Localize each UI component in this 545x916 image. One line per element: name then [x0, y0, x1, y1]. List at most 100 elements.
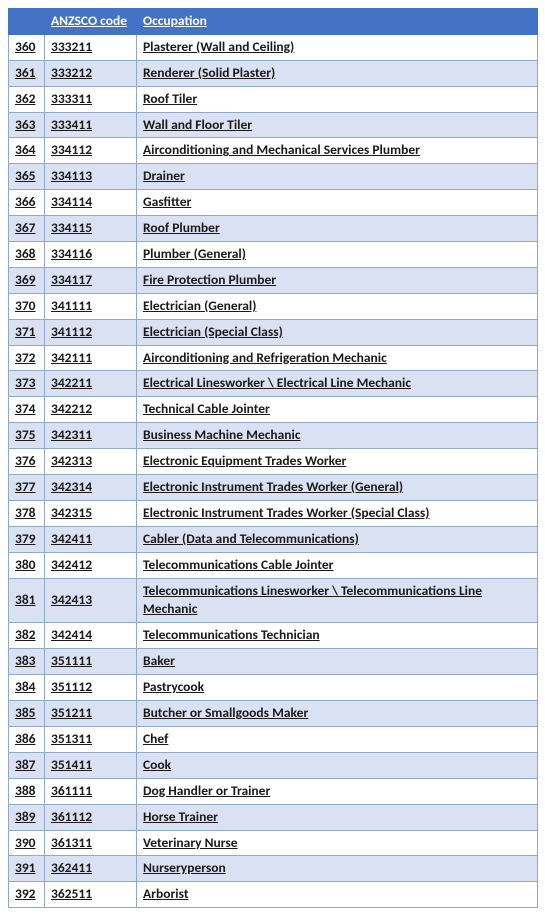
table-row: 360333211Plasterer (Wall and Ceiling): [9, 34, 538, 60]
row-code-text: 334117: [51, 271, 92, 288]
table-row: 383351111Baker: [9, 649, 538, 675]
row-occupation-text: Telecommunications Cable Jointer: [143, 556, 333, 573]
table-row: 363333411Wall and Floor Tiler: [9, 112, 538, 138]
row-occupation-text: Veterinary Nurse: [143, 834, 238, 851]
row-occupation: Wall and Floor Tiler: [137, 112, 538, 138]
row-occupation: Nurseryperson: [137, 856, 538, 882]
row-occupation: Fire Protection Plumber: [137, 267, 538, 293]
row-index: 382: [9, 623, 45, 649]
row-occupation: Horse Trainer: [137, 804, 538, 830]
row-occupation-text: Nurseryperson: [143, 859, 226, 876]
row-code-text: 351211: [51, 704, 92, 721]
row-index-text: 366: [15, 193, 36, 210]
row-occupation: Arborist: [137, 882, 538, 908]
row-occupation: Telecommunications Technician: [137, 623, 538, 649]
row-code-text: 342411: [51, 530, 92, 547]
row-code: 351311: [45, 726, 137, 752]
row-code-text: 361112: [51, 808, 92, 825]
table-row: 385351211Butcher or Smallgoods Maker: [9, 701, 538, 727]
row-occupation: Roof Tiler: [137, 86, 538, 112]
row-occupation-text: Electronic Instrument Trades Worker (Spe…: [143, 504, 430, 521]
row-code-text: 351411: [51, 756, 92, 773]
row-index: 370: [9, 293, 45, 319]
table-row: 387351411Cook: [9, 752, 538, 778]
row-code: 361111: [45, 778, 137, 804]
row-occupation: Electronic Equipment Trades Worker: [137, 449, 538, 475]
row-code-text: 342315: [51, 504, 92, 521]
table-row: 361333212Renderer (Solid Plaster): [9, 60, 538, 86]
row-code: 361112: [45, 804, 137, 830]
row-occupation: Renderer (Solid Plaster): [137, 60, 538, 86]
row-index: 366: [9, 190, 45, 216]
row-index-text: 371: [15, 323, 36, 340]
row-code: 342411: [45, 526, 137, 552]
row-index-text: 391: [15, 859, 36, 876]
row-code-text: 342111: [51, 349, 92, 366]
row-index: 364: [9, 138, 45, 164]
row-code: 334116: [45, 242, 137, 268]
row-occupation: Roof Plumber: [137, 216, 538, 242]
row-code-text: 342412: [51, 556, 92, 573]
row-occupation-text: Drainer: [143, 167, 185, 184]
table-row: 362333311Roof Tiler: [9, 86, 538, 112]
header-occupation: Occupation: [137, 9, 538, 35]
row-index: 361: [9, 60, 45, 86]
table-row: 380342412Telecommunications Cable Jointe…: [9, 552, 538, 578]
row-code-text: 334116: [51, 245, 92, 262]
table-row: 375342311Business Machine Mechanic: [9, 423, 538, 449]
row-index: 374: [9, 397, 45, 423]
header-index: [9, 9, 45, 35]
row-index: 375: [9, 423, 45, 449]
row-code: 334114: [45, 190, 137, 216]
row-index: 376: [9, 449, 45, 475]
row-index-text: 364: [15, 141, 36, 158]
row-index-text: 365: [15, 167, 36, 184]
row-index-text: 361: [15, 64, 36, 81]
row-occupation: Cabler (Data and Telecommunications): [137, 526, 538, 552]
row-index: 384: [9, 675, 45, 701]
table-row: 381342413Telecommunications Linesworker …: [9, 578, 538, 623]
row-occupation: Plasterer (Wall and Ceiling): [137, 34, 538, 60]
row-index: 381: [9, 578, 45, 623]
row-occupation: Electrician (Special Class): [137, 319, 538, 345]
row-index-text: 384: [15, 678, 36, 695]
table-row: 368334116Plumber (General): [9, 242, 538, 268]
row-index-text: 383: [15, 652, 36, 669]
table-row: 366 334114 Gasfitter: [9, 190, 538, 216]
row-index: 378: [9, 500, 45, 526]
table-row: 391362411Nurseryperson: [9, 856, 538, 882]
row-occupation-text: Plasterer (Wall and Ceiling): [143, 38, 294, 55]
row-occupation-text: Plumber (General): [143, 245, 246, 262]
row-code: 351211: [45, 701, 137, 727]
row-occupation-text: Business Machine Mechanic: [143, 426, 301, 443]
row-index: 373: [9, 371, 45, 397]
row-index-text: 370: [15, 297, 36, 314]
row-occupation-text: Wall and Floor Tiler: [143, 116, 252, 133]
row-occupation-text: Cabler (Data and Telecommunications): [143, 530, 359, 547]
row-occupation-text: Electrical Linesworker \ Electrical Line…: [143, 374, 411, 391]
row-occupation-text: Gasfitter: [143, 193, 191, 210]
row-index-text: 379: [15, 530, 36, 547]
row-code: 351411: [45, 752, 137, 778]
table-row: 377342314Electronic Instrument Trades Wo…: [9, 475, 538, 501]
row-code-text: 361111: [51, 782, 92, 799]
row-occupation: Electrical Linesworker \ Electrical Line…: [137, 371, 538, 397]
row-code: 334112: [45, 138, 137, 164]
row-code-text: 342413: [51, 591, 92, 608]
row-occupation-text: Baker: [143, 652, 175, 669]
row-index-text: 373: [15, 374, 36, 391]
table-row: 372342111Airconditioning and Refrigerati…: [9, 345, 538, 371]
row-code-text: 342314: [51, 478, 92, 495]
row-code-text: 333411: [51, 116, 92, 133]
row-occupation-text: Airconditioning and Mechanical Services …: [143, 141, 420, 158]
row-index: 377: [9, 475, 45, 501]
row-code: 334115: [45, 216, 137, 242]
row-code-text: 334115: [51, 219, 92, 236]
row-index-text: 386: [15, 730, 36, 747]
row-occupation: Electronic Instrument Trades Worker (Spe…: [137, 500, 538, 526]
row-code: 342313: [45, 449, 137, 475]
row-index: 385: [9, 701, 45, 727]
row-index: 365: [9, 164, 45, 190]
row-occupation: Dog Handler or Trainer: [137, 778, 538, 804]
row-occupation: Airconditioning and Refrigeration Mechan…: [137, 345, 538, 371]
